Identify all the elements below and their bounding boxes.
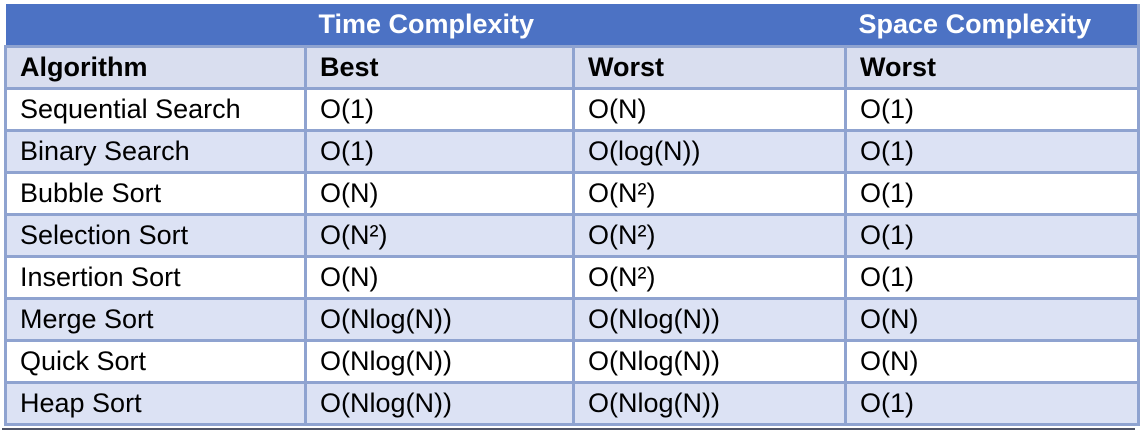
worst-time-cell: O(N²)	[571, 171, 848, 216]
column-header-worst-time: Worst	[571, 45, 848, 90]
table-row: Sequential Search O(1) O(N) O(1)	[4, 87, 1141, 132]
best-time-cell: O(1)	[304, 87, 575, 132]
column-header-best: Best	[304, 45, 575, 90]
best-time-cell: O(Nlog(N))	[304, 381, 575, 426]
corner-blank-cell	[5, 4, 306, 48]
table-row: Insertion Sort O(N) O(N²) O(1)	[4, 255, 1141, 300]
best-time-cell: O(1)	[304, 129, 575, 174]
best-time-cell: O(Nlog(N))	[304, 297, 575, 342]
algorithm-name-cell: Sequential Search	[4, 87, 307, 132]
best-time-cell: O(N)	[304, 255, 575, 300]
algorithm-name-cell: Selection Sort	[4, 213, 307, 258]
column-header-row: Algorithm Best Worst Worst	[4, 45, 1141, 90]
worst-space-cell: O(1)	[844, 255, 1141, 300]
worst-space-cell: O(N)	[844, 297, 1141, 342]
complexity-table-wrapper: Time Complexity Space Complexity Algorit…	[2, 4, 1141, 430]
worst-time-cell: O(N²)	[571, 255, 848, 300]
worst-space-cell: O(1)	[844, 381, 1141, 426]
time-complexity-group-header: Time Complexity	[305, 4, 846, 48]
worst-time-cell: O(N)	[571, 87, 848, 132]
table-row: Heap Sort O(Nlog(N)) O(Nlog(N)) O(1)	[4, 381, 1141, 426]
group-header-row: Time Complexity Space Complexity	[5, 4, 1141, 48]
worst-time-cell: O(Nlog(N))	[571, 381, 848, 426]
space-complexity-group-header: Space Complexity	[845, 4, 1141, 48]
table-row: Quick Sort O(Nlog(N)) O(Nlog(N)) O(N)	[4, 339, 1141, 384]
worst-space-cell: O(N)	[844, 339, 1141, 384]
worst-time-cell: O(Nlog(N))	[571, 339, 848, 384]
column-header-worst-space: Worst	[844, 45, 1141, 90]
table-row: Selection Sort O(N²) O(N²) O(1)	[4, 213, 1141, 258]
best-time-cell: O(N²)	[304, 213, 575, 258]
algorithm-name-cell: Heap Sort	[4, 381, 307, 426]
worst-space-cell: O(1)	[844, 129, 1141, 174]
algorithm-name-cell: Bubble Sort	[4, 171, 307, 216]
table-row: Merge Sort O(Nlog(N)) O(Nlog(N)) O(N)	[4, 297, 1141, 342]
table-row: Binary Search O(1) O(log(N)) O(1)	[4, 129, 1141, 174]
algorithm-name-cell: Binary Search	[4, 129, 307, 174]
best-time-cell: O(N)	[304, 171, 575, 216]
best-time-cell: O(Nlog(N))	[304, 339, 575, 384]
worst-time-cell: O(Nlog(N))	[571, 297, 848, 342]
algorithm-name-cell: Insertion Sort	[4, 255, 307, 300]
worst-time-cell: O(N²)	[571, 213, 848, 258]
algorithm-complexity-table: Time Complexity Space Complexity Algorit…	[4, 4, 1141, 426]
algorithm-name-cell: Quick Sort	[4, 339, 307, 384]
worst-space-cell: O(1)	[844, 171, 1141, 216]
worst-space-cell: O(1)	[844, 87, 1141, 132]
table-row: Bubble Sort O(N) O(N²) O(1)	[4, 171, 1141, 216]
algorithm-name-cell: Merge Sort	[4, 297, 307, 342]
worst-space-cell: O(1)	[844, 213, 1141, 258]
column-header-algorithm: Algorithm	[4, 45, 307, 90]
worst-time-cell: O(log(N))	[571, 129, 848, 174]
